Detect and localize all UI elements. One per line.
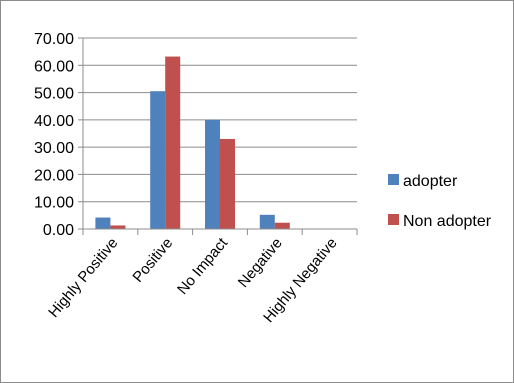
y-tick-label: 10.00: [34, 195, 74, 212]
bar-non-adopter: [165, 56, 181, 229]
bar-adopter: [259, 214, 275, 229]
y-tick-label: 60.00: [34, 58, 74, 75]
x-category-label: Negative: [235, 235, 286, 291]
gridlines: [83, 37, 357, 203]
y-axis-tick-labels: 0.00 10.00 20.00 30.00 40.00 50.00 60.00 70.00: [34, 31, 74, 239]
legend: adopter Non adopter: [388, 173, 492, 230]
legend-label: Non adopter: [403, 213, 492, 230]
bar-adopter: [95, 217, 111, 229]
axes: [78, 37, 358, 235]
y-tick-label: 40.00: [34, 113, 74, 130]
bars: [95, 56, 290, 229]
y-tick-label: 30.00: [34, 140, 74, 157]
y-tick-label: 70.00: [34, 31, 74, 48]
y-tick-label: 50.00: [34, 86, 74, 103]
bar-non-adopter: [274, 222, 290, 229]
bar-non-adopter: [110, 225, 126, 229]
bar-adopter: [150, 91, 166, 229]
y-tick-label: 20.00: [34, 167, 74, 184]
y-tick-label: 0.00: [43, 222, 74, 239]
x-category-label: Positive: [129, 235, 176, 286]
bar-adopter: [205, 119, 220, 229]
x-category-label: Highly Positive: [45, 235, 121, 321]
x-category-label: No Impact: [174, 234, 231, 298]
bar-non-adopter: [220, 138, 235, 229]
legend-swatch: [388, 174, 399, 185]
legend-swatch: [388, 214, 399, 225]
legend-label: adopter: [403, 173, 458, 190]
